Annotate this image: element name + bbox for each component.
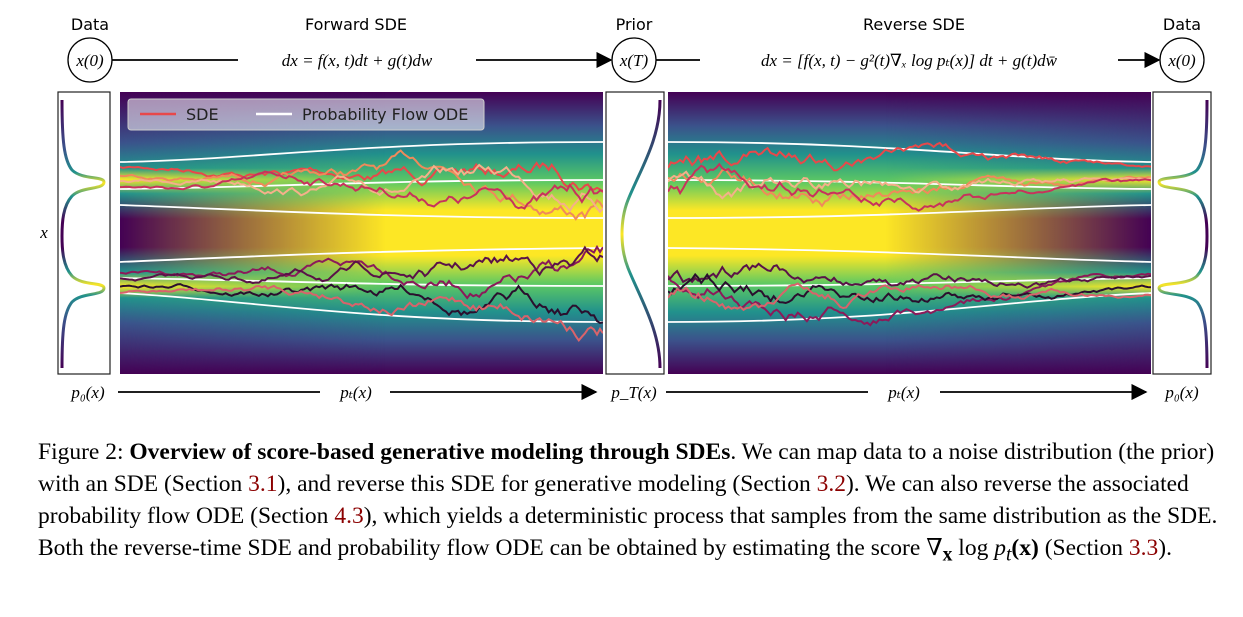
legend-ode-label: Probability Flow ODE bbox=[302, 105, 468, 124]
svg-text:x(0): x(0) bbox=[75, 51, 104, 70]
caption-score-p: p bbox=[994, 535, 1006, 561]
caption-score-t: t bbox=[1005, 544, 1012, 566]
legend-sde-label: SDE bbox=[186, 105, 219, 124]
caption-title: Overview of score-based generative model… bbox=[129, 439, 731, 465]
figure-caption: Figure 2: Overview of score-based genera… bbox=[38, 436, 1218, 572]
label-p0-left: p₀(x) bbox=[70, 383, 105, 402]
sde-trajectory bbox=[668, 272, 1151, 327]
caption-ref-3-3[interactable]: 3.3 bbox=[1128, 535, 1159, 561]
data-density-curve-right bbox=[1157, 99, 1209, 369]
sde-trajectory bbox=[120, 244, 603, 300]
forward-equation: dx = f(x, t)dt + g(t)dw bbox=[282, 51, 433, 70]
caption-text-6: ). bbox=[1158, 535, 1172, 561]
caption-text-2: ), and reverse this SDE for generative m… bbox=[277, 471, 817, 497]
sde-trajectory bbox=[668, 170, 1151, 200]
reverse-equation: dx = [f(x, t) − g²(t)∇ₓ log pₜ(x)] dt + … bbox=[761, 51, 1058, 70]
caption-ref-3-2[interactable]: 3.2 bbox=[816, 471, 846, 497]
label-pt-right: pₜ(x) bbox=[887, 383, 920, 402]
caption-prefix: Figure 2: bbox=[38, 439, 130, 465]
caption-score-arg: (x) bbox=[1011, 535, 1039, 561]
prior-density-curve bbox=[620, 99, 662, 369]
label-pT: p_T(x) bbox=[610, 383, 657, 402]
sde-trajectory bbox=[120, 284, 603, 343]
data-density-panel-right bbox=[1152, 91, 1212, 375]
node-x0-right: x(0) bbox=[1159, 37, 1205, 83]
svg-text:x(0): x(0) bbox=[1167, 51, 1196, 70]
data-density-curve-left bbox=[60, 99, 106, 369]
caption-score-log: log bbox=[952, 535, 995, 561]
label-pt-left: pₜ(x) bbox=[339, 383, 372, 402]
svg-text:x(T): x(T) bbox=[619, 51, 649, 70]
label-reverse-sde: Reverse SDE bbox=[863, 15, 965, 34]
caption-score-nabla: ∇ bbox=[926, 535, 943, 561]
caption-text-1: . We can map data to a noise distributio… bbox=[38, 439, 1215, 497]
legend: SDE Probability Flow ODE bbox=[127, 98, 485, 131]
forward-sde-paths bbox=[120, 149, 603, 343]
sde-trajectory bbox=[120, 245, 603, 285]
forward-density-panel bbox=[120, 92, 603, 374]
sde-trajectory bbox=[668, 262, 1151, 289]
sde-trajectory bbox=[668, 141, 1151, 172]
forward-ode-lines bbox=[120, 141, 603, 323]
label-p0-right: p₀(x) bbox=[1164, 383, 1199, 402]
reverse-sde-paths bbox=[668, 141, 1151, 327]
sde-trajectory bbox=[668, 162, 1151, 212]
caption-text-5: (Section bbox=[1038, 535, 1129, 561]
sde-trajectory bbox=[120, 163, 603, 214]
sde-trajectory bbox=[120, 161, 603, 193]
sde-trajectory bbox=[120, 170, 603, 210]
caption-text-3: ). We can also reverse the associated pr… bbox=[38, 471, 1189, 529]
caption-score-sub: x bbox=[942, 544, 953, 566]
data-density-panel-left bbox=[57, 91, 111, 375]
label-data-left: Data bbox=[71, 15, 109, 34]
reverse-density-panel bbox=[668, 92, 1151, 374]
node-xT: x(T) bbox=[611, 37, 657, 83]
caption-text-4: ), which yields a deterministic process … bbox=[38, 503, 1218, 561]
caption-ref-3-1[interactable]: 3.1 bbox=[248, 471, 278, 497]
label-prior: Prior bbox=[616, 15, 653, 34]
label-forward-sde: Forward SDE bbox=[305, 15, 407, 34]
sde-trajectory bbox=[668, 282, 1151, 312]
y-axis-label: x bbox=[39, 223, 48, 242]
label-data-right: Data bbox=[1163, 15, 1201, 34]
node-x0-left: x(0) bbox=[67, 37, 113, 83]
caption-ref-4-3[interactable]: 4.3 bbox=[334, 503, 364, 529]
